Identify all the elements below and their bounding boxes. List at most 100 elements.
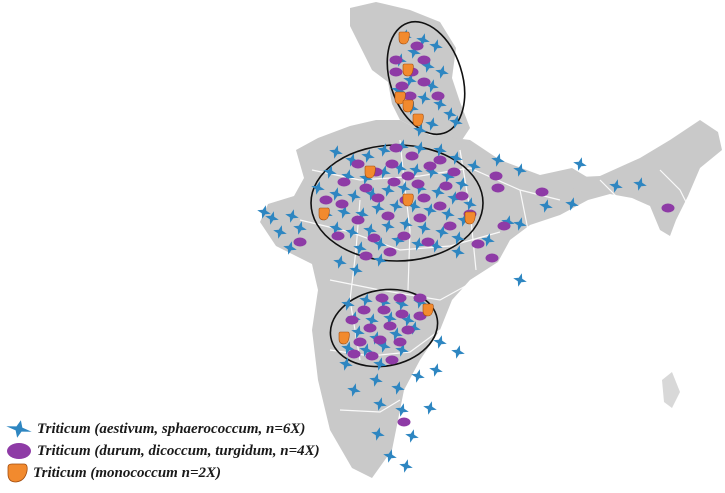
hexaploid-marker — [407, 199, 421, 213]
hexaploid-marker — [413, 123, 427, 137]
tetraploid-marker — [395, 309, 409, 319]
hexaploid-marker — [609, 179, 623, 193]
tetraploid-marker — [389, 143, 403, 153]
hexaploid-marker — [431, 185, 445, 199]
hexaploid-marker — [373, 253, 387, 267]
hexaploid-marker — [443, 107, 457, 121]
hexaploid-marker — [283, 241, 297, 255]
tetraploid-marker — [489, 171, 503, 181]
hexaploid-marker — [377, 339, 391, 353]
hexaploid-marker — [397, 181, 411, 195]
hexaploid-marker — [359, 293, 373, 307]
hexaploid-marker — [403, 73, 417, 87]
tetraploid-marker — [359, 251, 373, 261]
legend-label-diploid: Triticum (monococcum n=2X) — [33, 464, 221, 481]
hexaploid-marker — [451, 231, 465, 245]
tetraploid-marker — [661, 203, 675, 213]
hexaploid-marker — [391, 381, 405, 395]
diploid-marker — [318, 207, 330, 221]
tetraploid-marker — [417, 77, 431, 87]
hexaploid-marker — [329, 145, 343, 159]
tetraploid-marker — [359, 183, 373, 193]
hexaploid-marker — [345, 153, 359, 167]
hexaploid-marker — [369, 373, 383, 387]
tetraploid-marker — [389, 55, 403, 65]
tetraploid-marker — [497, 221, 511, 231]
tetraploid-marker — [417, 193, 431, 203]
tetraploid-marker — [337, 177, 351, 187]
hexaploid-marker — [273, 225, 287, 239]
tetraploid-marker — [393, 293, 407, 303]
hexaploid-marker — [365, 313, 379, 327]
hexaploid-marker — [449, 151, 463, 165]
diploid-marker — [422, 303, 434, 317]
hexaploid-marker — [355, 207, 369, 221]
tetraploid-marker — [403, 91, 417, 101]
hexaploid-marker — [337, 205, 351, 219]
hexaploid-marker — [423, 401, 437, 415]
hexaploid-marker — [393, 161, 407, 175]
tetraploid-marker — [411, 179, 425, 189]
hexaploid-marker — [347, 383, 361, 397]
hexaploid-marker — [333, 255, 347, 269]
tetraploid-marker — [367, 233, 381, 243]
diploid-marker — [402, 193, 414, 207]
tetraploid-marker — [421, 237, 435, 247]
hexaploid-marker — [377, 143, 391, 157]
tetraploid-marker — [353, 337, 367, 347]
hexaploid-marker — [265, 211, 279, 225]
species-markers — [257, 29, 675, 473]
diploid-marker — [398, 31, 410, 45]
tetraploid-marker — [381, 211, 395, 221]
hexaploid-marker — [423, 203, 437, 217]
tetraploid-marker — [455, 191, 469, 201]
hexaploid-marker — [389, 199, 403, 213]
hexaploid-marker — [341, 169, 355, 183]
legend-item-tetraploid: Triticum (durum, dicoccum, turgidum, n=4… — [4, 440, 384, 462]
tetraploid-marker — [401, 325, 415, 335]
hexaploid-marker — [377, 165, 391, 179]
tetraploid-marker — [351, 215, 365, 225]
legend-item-hexaploid: Triticum (aestivum, sphaerococcum, n=6X) — [4, 418, 384, 440]
hexaploid-marker — [389, 327, 403, 341]
hexaploid-marker — [381, 219, 395, 233]
hexaploid-marker — [539, 199, 553, 213]
hexaploid-marker — [481, 233, 495, 247]
hexaploid-marker — [353, 241, 367, 255]
tetraploid-marker — [293, 237, 307, 247]
hexaploid-marker — [383, 449, 397, 463]
hexaploid-marker — [411, 237, 425, 251]
tetraploid-marker — [377, 305, 391, 315]
tetraploid-marker — [433, 201, 447, 211]
tetraploid-marker — [385, 159, 399, 169]
hexaploid-marker — [425, 79, 439, 93]
diploid-marker — [402, 63, 414, 77]
hexaploid-marker — [409, 163, 423, 177]
tetraploid-marker — [401, 171, 415, 181]
hexaploid-marker — [433, 97, 447, 111]
hexaploid-marker — [311, 181, 325, 195]
hexaploid-marker — [285, 209, 299, 223]
hexaploid-marker — [373, 397, 387, 411]
cluster-outlines — [310, 20, 484, 368]
hexaploid-marker — [359, 171, 373, 185]
tetraploid-marker — [413, 293, 427, 303]
tetraploid-marker — [331, 231, 345, 241]
hexaploid-marker — [413, 141, 427, 155]
hexaploid-marker — [513, 217, 527, 231]
tetraploid-marker — [345, 315, 359, 325]
star-icon — [6, 420, 32, 438]
hexaploid-marker — [395, 403, 409, 417]
hexaploid-marker — [361, 149, 375, 163]
tetraploid-marker — [417, 55, 431, 65]
hexaploid-marker — [429, 363, 443, 377]
hexaploid-marker — [451, 345, 465, 359]
hexaploid-marker — [365, 187, 379, 201]
hexaploid-marker — [395, 139, 409, 153]
hexaploid-marker — [257, 205, 271, 219]
hexaploid-marker — [359, 343, 373, 357]
hexaploid-marker — [363, 223, 377, 237]
tetraploid-marker — [431, 91, 445, 101]
hexaploid-marker — [449, 115, 463, 129]
